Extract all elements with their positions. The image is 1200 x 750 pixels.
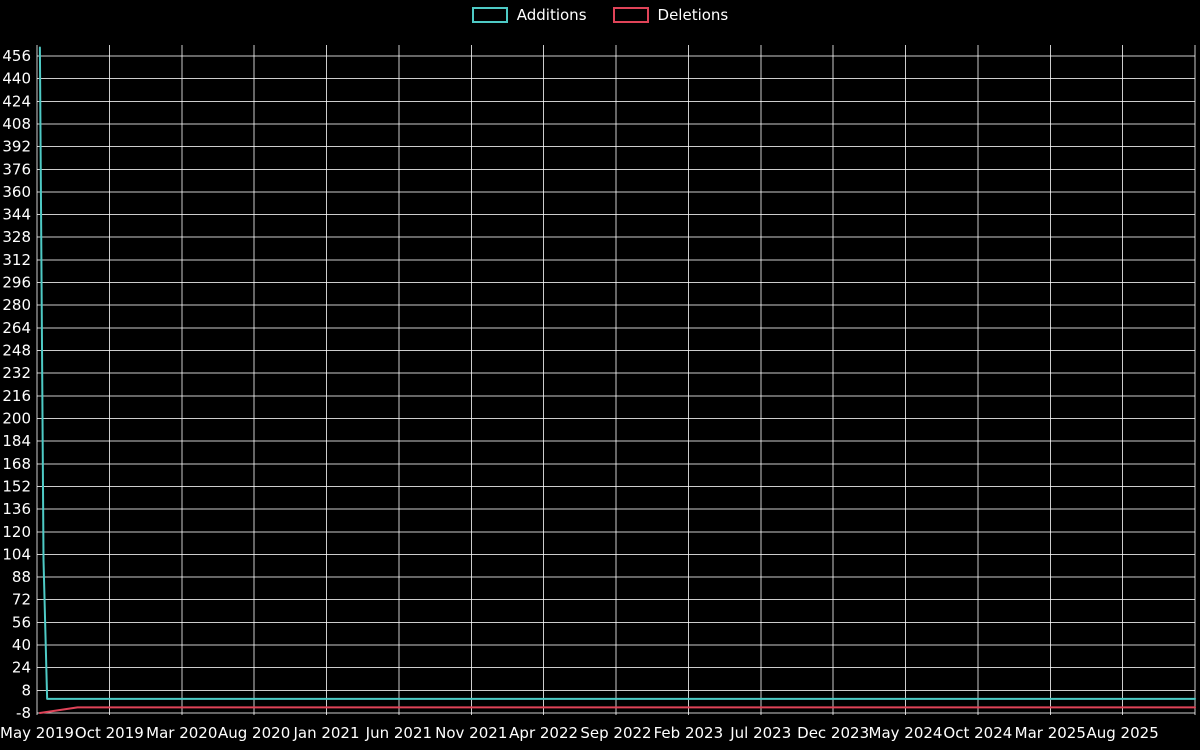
svg-text:248: 248: [2, 342, 31, 360]
svg-text:May 2019: May 2019: [0, 724, 74, 742]
svg-text:424: 424: [2, 92, 31, 110]
svg-text:376: 376: [2, 160, 31, 178]
svg-text:Jun 2021: Jun 2021: [365, 724, 432, 742]
svg-text:136: 136: [2, 500, 31, 518]
svg-text:184: 184: [2, 432, 31, 450]
svg-text:456: 456: [2, 47, 31, 65]
svg-text:296: 296: [2, 274, 31, 292]
grid-lines: [36, 45, 1196, 715]
svg-text:Dec 2023: Dec 2023: [797, 724, 869, 742]
svg-text:88: 88: [12, 568, 31, 586]
svg-text:-8: -8: [16, 704, 31, 722]
svg-text:104: 104: [2, 545, 31, 563]
svg-text:Jul 2023: Jul 2023: [729, 724, 791, 742]
legend-item-deletions[interactable]: Deletions: [612, 5, 729, 24]
series-line-additions: [38, 46, 1196, 700]
svg-text:200: 200: [2, 409, 31, 427]
svg-text:392: 392: [2, 138, 31, 156]
svg-text:24: 24: [12, 659, 31, 677]
svg-text:Apr 2022: Apr 2022: [509, 724, 578, 742]
svg-text:Oct 2019: Oct 2019: [75, 724, 144, 742]
svg-text:168: 168: [2, 455, 31, 473]
svg-text:Aug 2025: Aug 2025: [1087, 724, 1159, 742]
svg-text:328: 328: [2, 228, 31, 246]
legend-item-additions[interactable]: Additions: [471, 5, 587, 24]
svg-text:Oct 2024: Oct 2024: [943, 724, 1012, 742]
x-axis-tick-labels: May 2019 Oct 2019 Mar 2020 Aug 2020 Jan 2021…: [0, 724, 1159, 742]
svg-text:216: 216: [2, 387, 31, 405]
svg-text:Jan 2021: Jan 2021: [292, 724, 359, 742]
additions-swatch: [471, 7, 508, 23]
svg-text:Feb 2023: Feb 2023: [654, 724, 724, 742]
svg-text:360: 360: [2, 183, 31, 201]
additions-legend-label: Additions: [516, 5, 587, 24]
svg-text:Sep 2022: Sep 2022: [580, 724, 651, 742]
deletions-swatch: [612, 7, 649, 23]
svg-text:152: 152: [2, 477, 31, 495]
svg-text:Mar 2020: Mar 2020: [146, 724, 217, 742]
svg-text:232: 232: [2, 364, 31, 382]
svg-text:May 2024: May 2024: [869, 724, 943, 742]
svg-text:408: 408: [2, 115, 31, 133]
svg-text:Nov 2021: Nov 2021: [435, 724, 507, 742]
svg-text:312: 312: [2, 251, 31, 269]
svg-text:Mar 2025: Mar 2025: [1015, 724, 1086, 742]
svg-text:72: 72: [12, 591, 31, 609]
series-line-deletions: [38, 706, 1196, 714]
svg-text:120: 120: [2, 523, 31, 541]
svg-text:Aug 2020: Aug 2020: [218, 724, 290, 742]
svg-text:56: 56: [12, 613, 31, 631]
svg-text:264: 264: [2, 319, 31, 337]
svg-text:344: 344: [2, 206, 31, 224]
svg-text:440: 440: [2, 70, 31, 88]
svg-text:40: 40: [12, 636, 31, 654]
deletions-legend-label: Deletions: [657, 5, 729, 24]
svg-text:280: 280: [2, 296, 31, 314]
y-axis-tick-labels: 4564404244083923763603443283122962802642…: [2, 47, 31, 722]
chart-legend: Additions Deletions: [0, 7, 1200, 23]
svg-text:8: 8: [21, 681, 31, 699]
